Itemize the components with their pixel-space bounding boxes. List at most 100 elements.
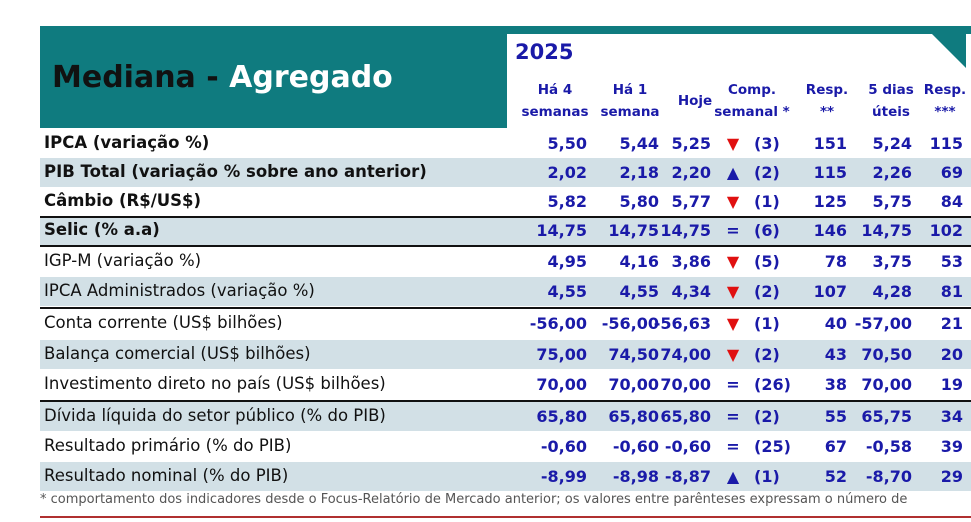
col-header-5dias: 5 dias úteis xyxy=(862,79,920,123)
section-divider xyxy=(40,307,971,309)
cell-ha1: 2,18 xyxy=(619,163,659,182)
cell-ha1: 5,44 xyxy=(619,134,659,153)
cell-cinco: 65,75 xyxy=(861,407,912,426)
cell-resp: 125 xyxy=(813,192,847,211)
cell-hoje: 5,25 xyxy=(671,134,711,153)
cell-cinco: -0,58 xyxy=(865,437,912,456)
col-header-comp: Comp. semanal * xyxy=(712,79,792,123)
col-header-resp5-line1: Resp. xyxy=(923,82,967,98)
cell-ha4: 65,80 xyxy=(536,407,587,426)
row-label: Dívida líquida do setor público (% do PI… xyxy=(44,406,386,425)
col-header-hoje-label: Hoje xyxy=(677,93,713,109)
cell-cinco: 14,75 xyxy=(861,221,912,240)
cell-ha1: 74,50 xyxy=(608,345,659,364)
row-label: Conta corrente (US$ bilhões) xyxy=(44,313,283,332)
cell-ha4: 5,82 xyxy=(547,192,587,211)
cell-comp: (5) xyxy=(754,252,780,271)
cell-resp5: 20 xyxy=(940,345,963,364)
trend-down-icon: ▼ xyxy=(726,252,740,271)
cell-resp: 151 xyxy=(813,134,847,153)
cell-cinco: 70,50 xyxy=(861,345,912,364)
table-row: Balança comercial (US$ bilhões) 75,00 74,5… xyxy=(40,340,971,369)
col-header-ha4-line1: Há 4 xyxy=(537,82,573,98)
cell-resp: 107 xyxy=(813,282,847,301)
cell-resp: 67 xyxy=(824,437,847,456)
col-header-ha4-line2: semanas xyxy=(521,104,589,120)
cell-ha1: -56,00 xyxy=(601,314,659,333)
cell-comp: (2) xyxy=(754,345,780,364)
cell-ha4: -0,60 xyxy=(540,437,587,456)
table-row: Resultado primário (% do PIB) -0,60 -0,60 -… xyxy=(40,432,971,461)
cell-comp: (2) xyxy=(754,407,780,426)
cell-cinco: 70,00 xyxy=(861,375,912,394)
cell-ha4: -8,99 xyxy=(540,467,587,486)
footer-rule xyxy=(40,516,971,518)
row-label: Balança comercial (US$ bilhões) xyxy=(44,344,311,363)
cell-cinco: 3,75 xyxy=(872,252,912,271)
table-row: Conta corrente (US$ bilhões) -56,00 -56,00… xyxy=(40,309,971,338)
cell-resp: 115 xyxy=(813,163,847,182)
col-header-resp: Resp. ** xyxy=(802,79,852,123)
trend-down-icon: ▼ xyxy=(726,282,740,301)
cell-hoje: 3,86 xyxy=(671,252,711,271)
row-label: Selic (% a.a) xyxy=(44,220,160,239)
section-divider xyxy=(40,216,971,218)
col-header-5dias-line1: 5 dias xyxy=(868,82,914,98)
cell-comp: (1) xyxy=(754,314,780,333)
row-label: IGP-M (variação %) xyxy=(44,251,202,270)
cell-ha4: 4,95 xyxy=(547,252,587,271)
cell-comp: (3) xyxy=(754,134,780,153)
cell-hoje: 70,00 xyxy=(660,375,711,394)
cell-ha1: 4,16 xyxy=(619,252,659,271)
col-header-ha1-line1: Há 1 xyxy=(612,82,648,98)
cell-hoje: -56,63 xyxy=(653,314,711,333)
cell-resp5: 19 xyxy=(940,375,963,394)
cell-resp: 78 xyxy=(824,252,847,271)
cell-hoje: 5,77 xyxy=(671,192,711,211)
cell-ha4: 5,50 xyxy=(547,134,587,153)
table-row: Selic (% a.a) 14,75 14,75 14,75 146 14,75 102 =… xyxy=(40,216,971,245)
cell-resp: 38 xyxy=(824,375,847,394)
table-header-columns-area xyxy=(507,34,971,128)
cell-resp: 43 xyxy=(824,345,847,364)
cell-cinco: -8,70 xyxy=(865,467,912,486)
cell-hoje: 14,75 xyxy=(660,221,711,240)
table-row: PIB Total (variação % sobre ano anterior… xyxy=(40,158,971,187)
cell-resp5: 29 xyxy=(940,467,963,486)
col-header-ha4: Há 4 semanas xyxy=(520,79,590,123)
cell-comp: (26) xyxy=(754,375,791,394)
cell-resp5: 84 xyxy=(940,192,963,211)
cell-hoje: 65,80 xyxy=(660,407,711,426)
cell-hoje: 4,34 xyxy=(671,282,711,301)
cell-comp: (1) xyxy=(754,192,780,211)
table-row: IPCA Administrados (variação %) 4,55 4,55 4… xyxy=(40,277,971,306)
trend-equal-icon: = xyxy=(726,375,740,394)
cell-resp: 52 xyxy=(824,467,847,486)
table-row: Dívida líquida do setor público (% do PI… xyxy=(40,402,971,431)
cell-resp5: 102 xyxy=(929,221,963,240)
col-header-hoje: Hoje xyxy=(673,90,717,112)
trend-down-icon: ▼ xyxy=(726,345,740,364)
cell-comp: (2) xyxy=(754,163,780,182)
cell-cinco: 4,28 xyxy=(872,282,912,301)
col-header-resp-line1: Resp. xyxy=(805,82,849,98)
cell-resp: 146 xyxy=(813,221,847,240)
cell-ha4: 2,02 xyxy=(547,163,587,182)
cell-hoje: -0,60 xyxy=(664,437,711,456)
section-divider xyxy=(40,400,971,402)
row-label: IPCA Administrados (variação %) xyxy=(44,281,315,300)
cell-resp5: 69 xyxy=(940,163,963,182)
row-label: IPCA (variação %) xyxy=(44,133,210,152)
trend-equal-icon: = xyxy=(726,221,740,240)
cell-cinco: 5,24 xyxy=(872,134,912,153)
row-label: Resultado primário (% do PIB) xyxy=(44,436,292,455)
cell-comp: (25) xyxy=(754,437,791,456)
trend-down-icon: ▼ xyxy=(726,314,740,333)
col-header-ha1-line2: semana xyxy=(600,104,660,120)
cell-ha4: -56,00 xyxy=(529,314,587,333)
col-header-resp5-line2: *** xyxy=(934,104,956,120)
cell-ha1: 14,75 xyxy=(608,221,659,240)
header-corner-decoration xyxy=(932,34,966,68)
trend-up-icon: ▲ xyxy=(726,467,740,486)
cell-ha4: 75,00 xyxy=(536,345,587,364)
